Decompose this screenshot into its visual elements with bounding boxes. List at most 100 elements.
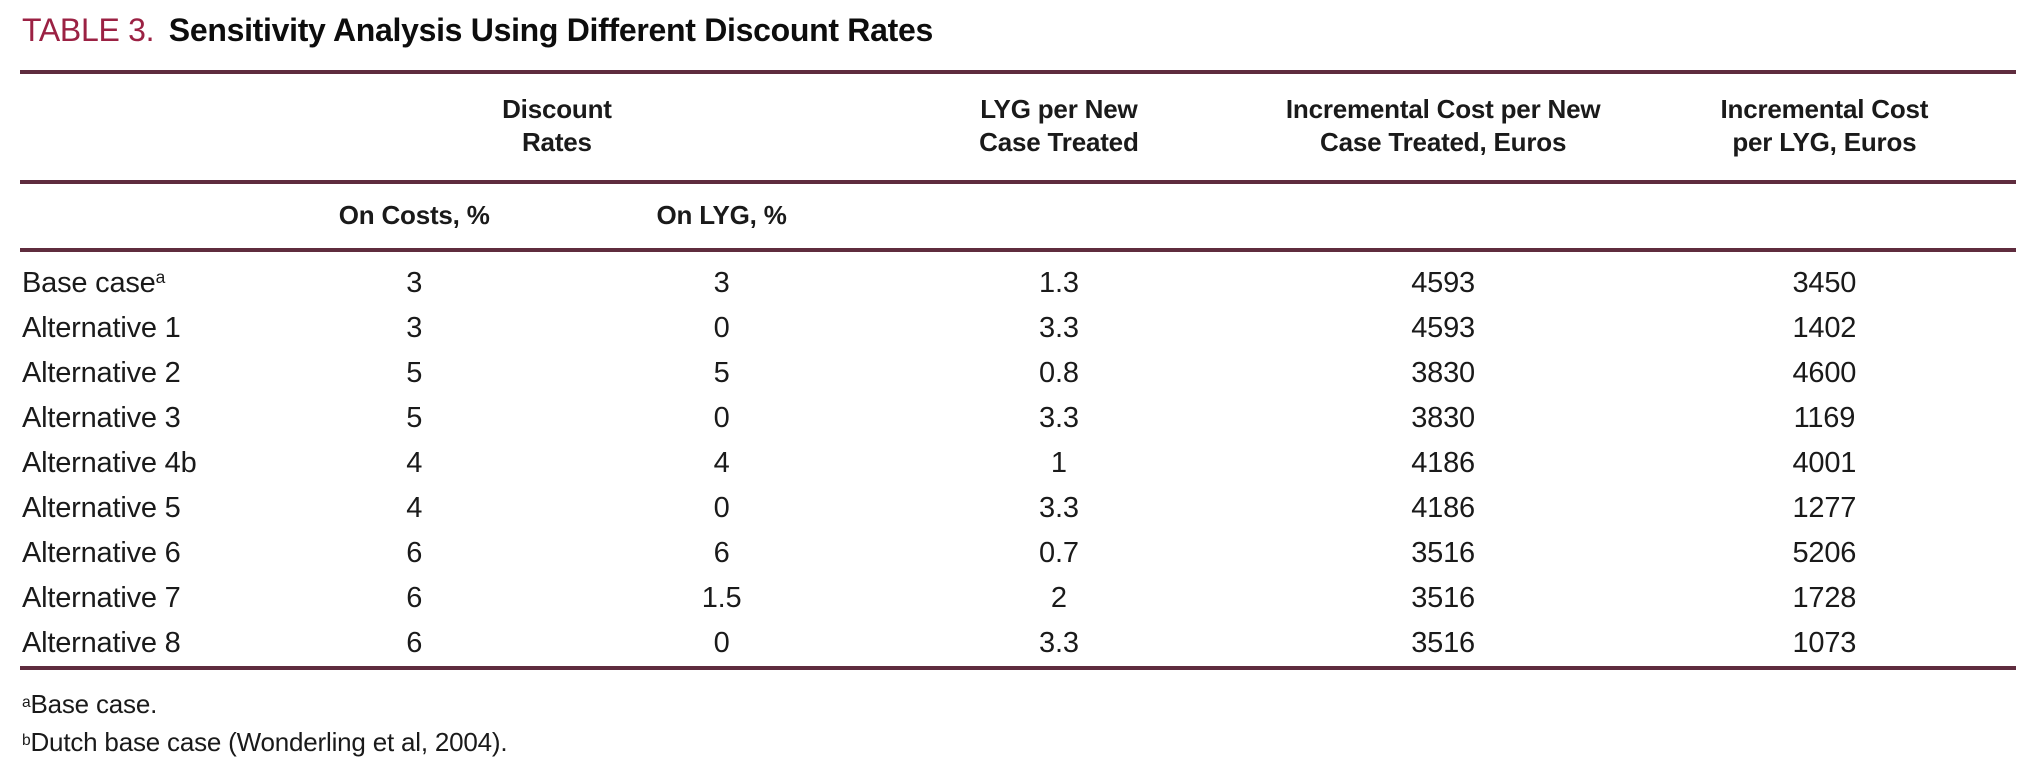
header-line: Case Treated	[979, 127, 1139, 157]
footnote-a: aBase case.	[22, 685, 2016, 723]
row-label-text: Alternative 5	[22, 492, 181, 524]
header-line: Incremental Cost per New	[1285, 94, 1601, 124]
cell-cost-per-lyg: 1728	[1792, 582, 1857, 614]
row-label-text: Alternative 1	[22, 312, 181, 344]
row-label-text: Alternative 8	[22, 627, 181, 659]
cell-on-lyg: 0	[713, 402, 730, 434]
row-label-text: Base case	[22, 267, 156, 299]
cell-cost-per-lyg: 4001	[1792, 447, 1857, 479]
col-header-inc-cost-per-lyg: Incremental Cost per LYG, Euros	[1632, 72, 2016, 184]
cell-cost-per-case: 3516	[1253, 621, 1633, 670]
cell-on-costs: 5	[406, 402, 423, 434]
cell-cost-per-lyg: 3450	[1792, 267, 1857, 299]
sensitivity-table: Discount Rates LYG per New Case Treated …	[20, 70, 2016, 670]
cell-on-costs: 4	[406, 492, 423, 524]
cell-cost-per-case: 4186	[1411, 492, 1475, 524]
cell-on-lyg: 0	[713, 492, 730, 524]
col-header-empty	[20, 72, 250, 184]
cell-cost-per-lyg: 1277	[1792, 492, 1857, 524]
table-caption: Sensitivity Analysis Using Different Dis…	[168, 12, 933, 48]
row-label: Alternative 8	[20, 621, 250, 670]
cell-lyg-per-case: 2	[1050, 582, 1067, 614]
cell-on-lyg: 6	[713, 537, 730, 569]
cell-on-lyg: 3	[713, 267, 730, 299]
row-label: Alternative 4b	[20, 441, 250, 486]
footnote-text: Dutch base case (Wonderling et al, 2004)…	[30, 727, 508, 757]
subheader-empty	[1632, 182, 2016, 252]
row-label-text: Alternative 3	[22, 402, 181, 434]
subheader-on-lyg: On LYG, %	[578, 182, 865, 252]
cell-cost-per-case: 3516	[1411, 537, 1475, 569]
cell-on-lyg: 4	[713, 447, 730, 479]
table-row: Base casea 3 3 1.3 4593 3450	[20, 250, 2016, 306]
cell-lyg-per-case: 3.3	[1039, 492, 1079, 524]
cell-cost-per-case: 4593	[1411, 267, 1475, 299]
cell-on-lyg: 0	[713, 312, 730, 344]
table-row: Alternative 8 6 0 3.3 3516 1073	[20, 621, 2016, 670]
subheader-empty	[864, 182, 1254, 252]
cell-lyg-per-case: 1	[1050, 447, 1067, 479]
header-sub-row: On Costs, % On LYG, %	[20, 182, 2016, 252]
cell-cost-per-lyg: 4600	[1792, 357, 1857, 389]
row-label-text: Alternative 7	[22, 582, 181, 614]
cell-cost-per-lyg: 1073	[1632, 621, 2016, 670]
cell-cost-per-case: 3830	[1411, 357, 1475, 389]
row-label: Alternative 1	[20, 306, 250, 351]
row-label: Alternative 5	[20, 486, 250, 531]
col-header-discount-rates: Discount Rates	[249, 72, 865, 184]
cell-on-lyg: 5	[713, 357, 730, 389]
header-group-row: Discount Rates LYG per New Case Treated …	[20, 72, 2016, 184]
col-header-lyg-per-case: LYG per New Case Treated	[864, 72, 1254, 184]
cell-lyg-per-case: 3.3	[1039, 402, 1079, 434]
cell-cost-per-lyg: 5206	[1792, 537, 1857, 569]
cell-on-costs: 6	[249, 621, 579, 670]
header-line: Discount	[502, 94, 612, 124]
cell-lyg-per-case: 0.7	[1039, 537, 1079, 569]
header-line: Incremental Cost	[1720, 94, 1929, 124]
table-row: Alternative 3 5 0 3.3 3830 1169	[20, 396, 2016, 441]
footnote-marker: b	[22, 731, 31, 749]
table-title: TABLE 3. Sensitivity Analysis Using Diff…	[22, 8, 2016, 52]
cell-cost-per-case: 3830	[1411, 402, 1475, 434]
cell-lyg-per-case: 3.3	[1039, 312, 1079, 344]
row-label: Alternative 6	[20, 531, 250, 576]
cell-on-lyg: 1.5	[701, 582, 742, 614]
table-figure: TABLE 3. Sensitivity Analysis Using Diff…	[20, 8, 2016, 761]
subheader-on-costs: On Costs, %	[249, 182, 579, 252]
footnote-marker: a	[22, 693, 31, 711]
table-row: Alternative 5 4 0 3.3 4186 1277	[20, 486, 2016, 531]
cell-on-costs: 3	[406, 312, 423, 344]
cell-on-costs: 6	[406, 537, 423, 569]
cell-on-lyg: 0	[578, 621, 865, 670]
table-row: Alternative 1 3 0 3.3 4593 1402	[20, 306, 2016, 351]
subheader-empty	[20, 182, 250, 252]
subheader-empty	[1253, 182, 1633, 252]
header-line: per LYG, Euros	[1732, 127, 1917, 157]
row-label: Alternative 3	[20, 396, 250, 441]
footnote-b: bDutch base case (Wonderling et al, 2004…	[22, 723, 2016, 761]
cell-cost-per-case: 3516	[1411, 582, 1475, 614]
cell-cost-per-lyg: 1402	[1792, 312, 1857, 344]
row-label: Base casea	[20, 250, 250, 306]
footnote-text: Base case.	[30, 689, 158, 719]
row-label-sup: a	[155, 267, 166, 288]
row-label-text: Alternative 4b	[22, 447, 197, 479]
header-line: LYG per New	[980, 94, 1138, 124]
cell-on-costs: 6	[406, 582, 423, 614]
cell-lyg-per-case: 3.3	[864, 621, 1254, 670]
table-row: Alternative 4b 4 4 1 4186 4001	[20, 441, 2016, 486]
cell-lyg-per-case: 0.8	[1039, 357, 1079, 389]
cell-cost-per-case: 4593	[1411, 312, 1475, 344]
cell-cost-per-lyg: 1169	[1793, 402, 1856, 434]
table-number: TABLE 3.	[22, 12, 155, 48]
cell-cost-per-case: 4186	[1411, 447, 1475, 479]
table-row: Alternative 6 6 6 0.7 3516 5206	[20, 531, 2016, 576]
row-label-text: Alternative 6	[22, 537, 181, 569]
cell-on-costs: 5	[406, 357, 423, 389]
header-line: Case Treated, Euros	[1320, 127, 1567, 157]
header-line: Rates	[521, 127, 592, 157]
row-label-text: Alternative 2	[22, 357, 181, 389]
cell-on-costs: 4	[406, 447, 423, 479]
col-header-inc-cost-per-case: Incremental Cost per New Case Treated, E…	[1253, 72, 1633, 184]
row-label: Alternative 2	[20, 351, 250, 396]
